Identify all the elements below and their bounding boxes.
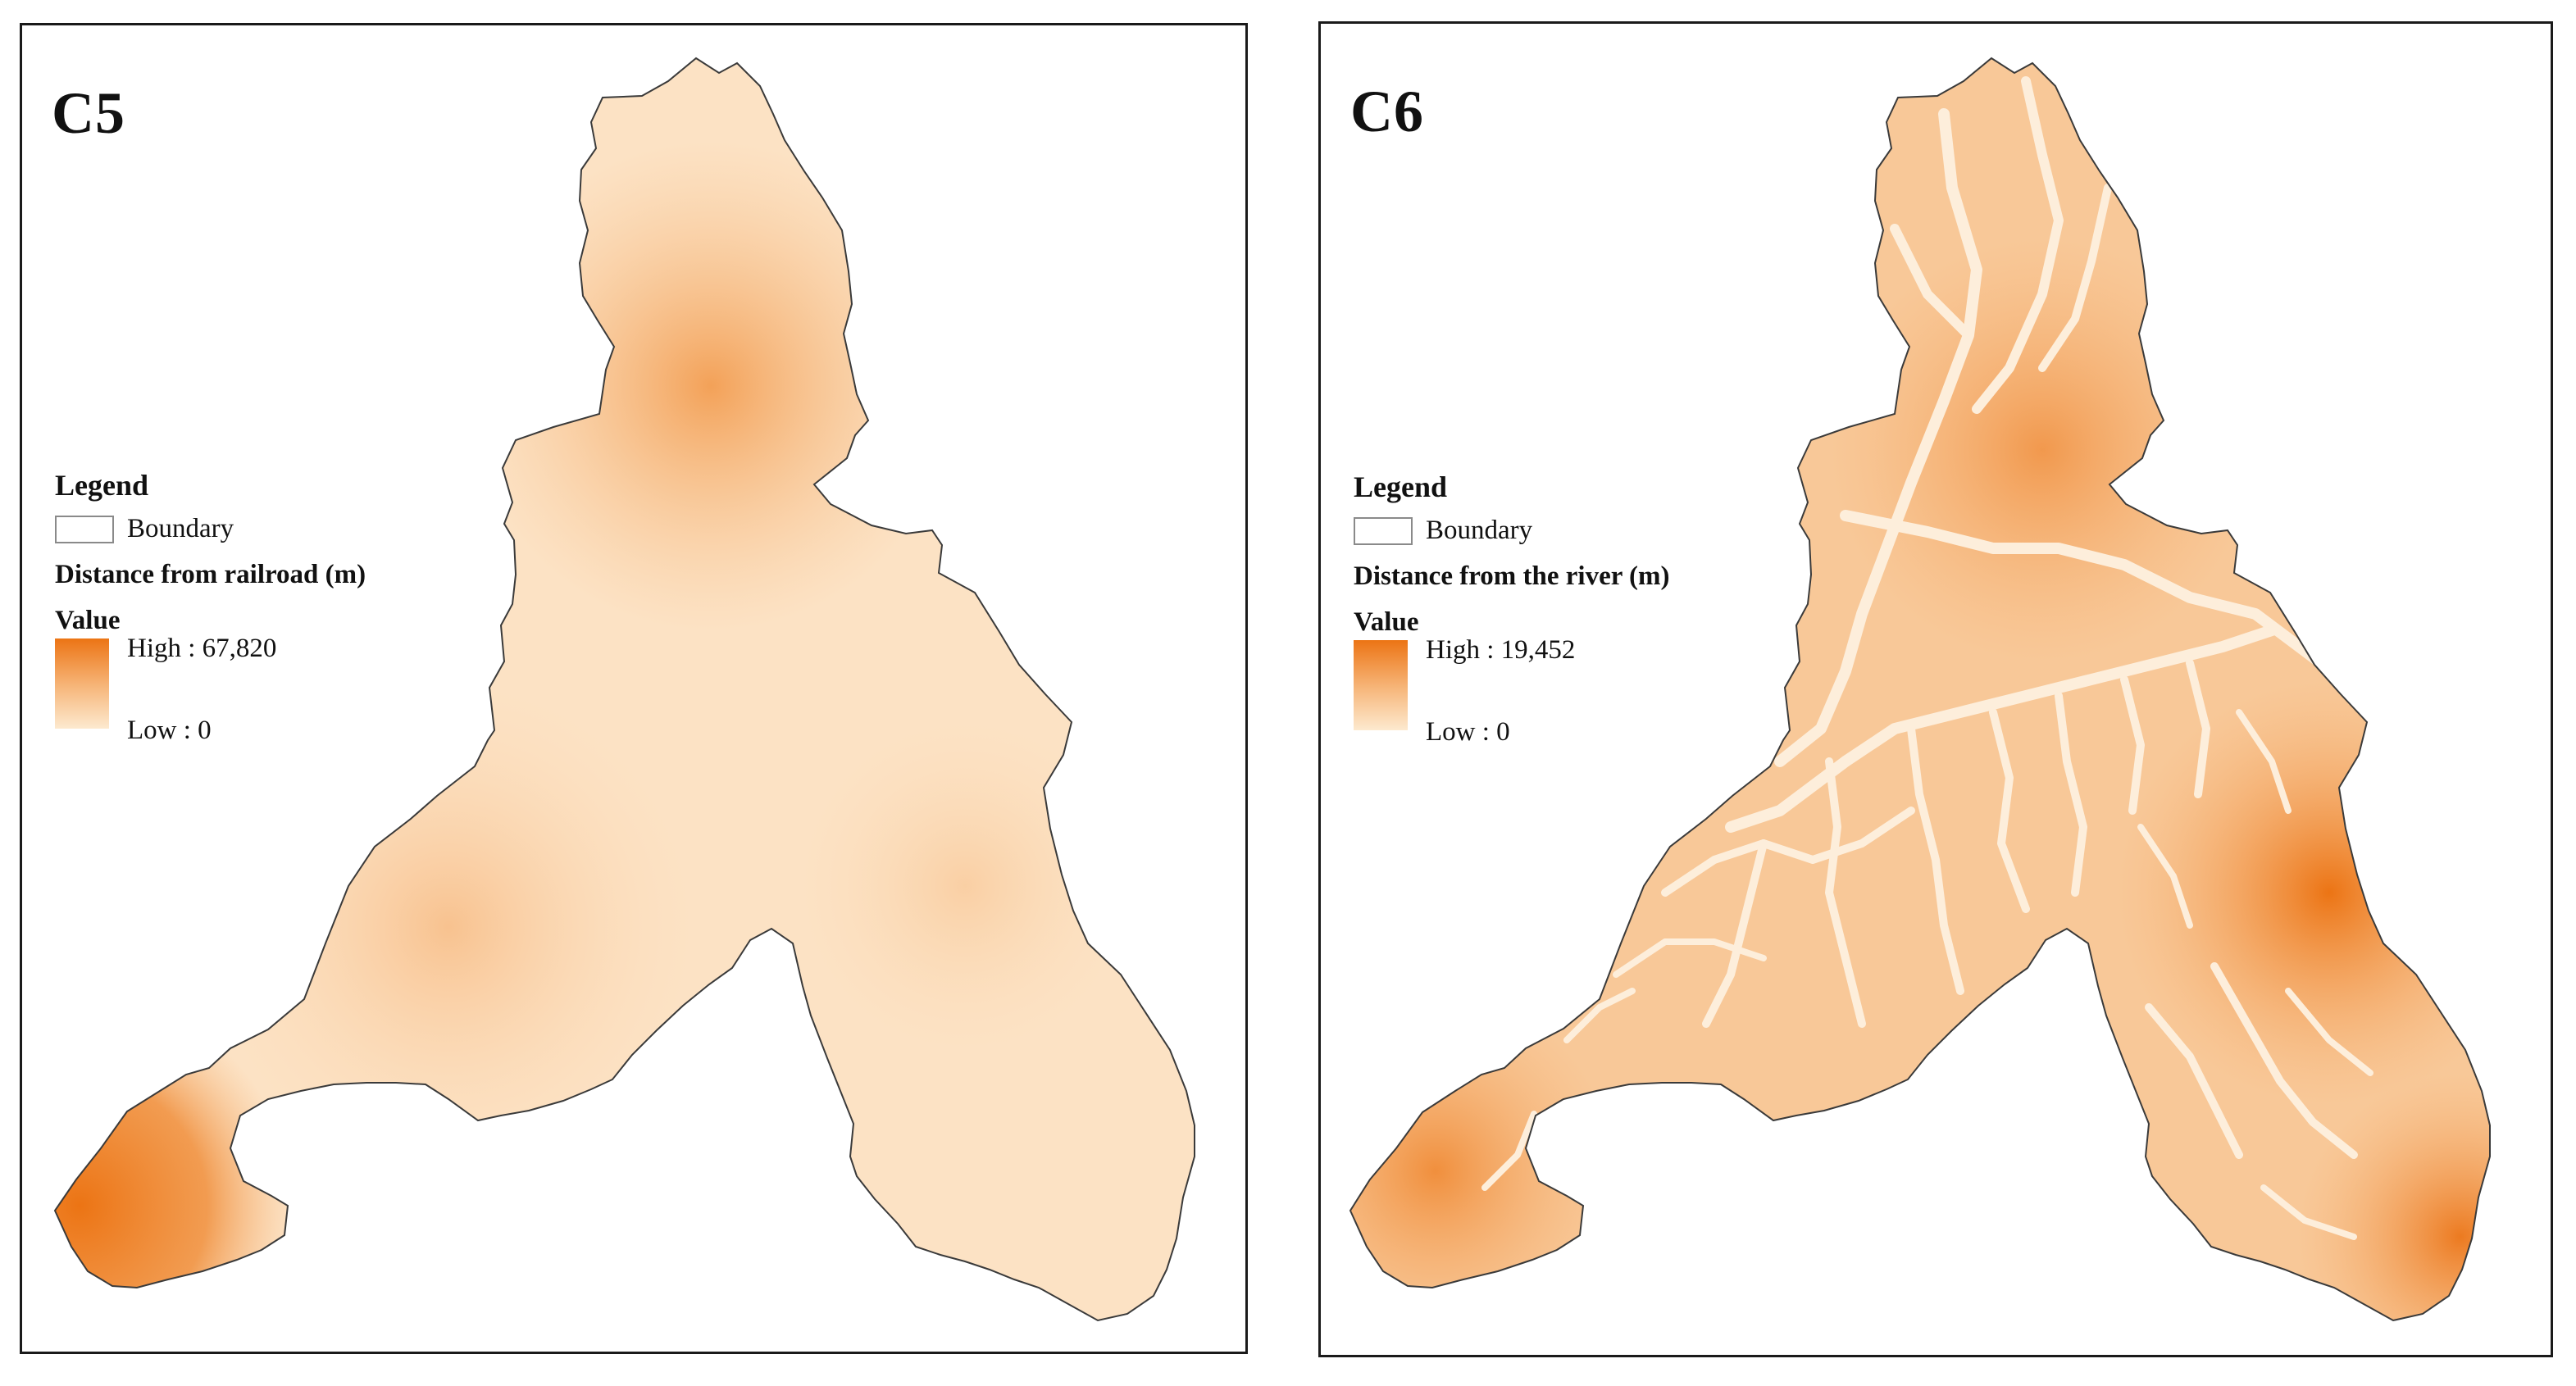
layer-name: Distance from the river (m) bbox=[1354, 561, 1670, 591]
value-heading: Value bbox=[55, 606, 121, 635]
legend-low: Low : 0 bbox=[127, 716, 212, 745]
layer-name: Distance from railroad (m) bbox=[55, 560, 366, 589]
value-heading: Value bbox=[1354, 607, 1419, 637]
railroad-distance-map bbox=[54, 57, 1195, 1321]
legend-high: High : 67,820 bbox=[127, 634, 277, 663]
boundary-swatch bbox=[1354, 517, 1413, 545]
panel-label: C5 bbox=[52, 80, 125, 146]
panel-label: C6 bbox=[1350, 79, 1424, 144]
boundary-label: Boundary bbox=[1426, 516, 1533, 545]
color-ramp bbox=[1354, 640, 1408, 730]
map-panel-c5: C5 Legend Boundary Distance from railroa… bbox=[20, 23, 1248, 1354]
map-panel-c6: C6 Legend Boundary Distance from the riv… bbox=[1318, 21, 2553, 1357]
legend-low: Low : 0 bbox=[1426, 717, 1510, 747]
river-network bbox=[1481, 76, 2373, 1240]
legend-title: Legend bbox=[55, 469, 149, 502]
legend: Legend Boundary Distance from railroad (… bbox=[39, 468, 465, 812]
legend-high: High : 19,452 bbox=[1426, 635, 1576, 665]
river-distance-map bbox=[1349, 57, 2491, 1321]
color-ramp bbox=[55, 638, 109, 729]
boundary-label: Boundary bbox=[127, 514, 234, 543]
legend-title: Legend bbox=[1354, 470, 1448, 503]
boundary-swatch bbox=[55, 516, 114, 543]
legend: Legend Boundary Distance from the river … bbox=[1337, 470, 1764, 814]
